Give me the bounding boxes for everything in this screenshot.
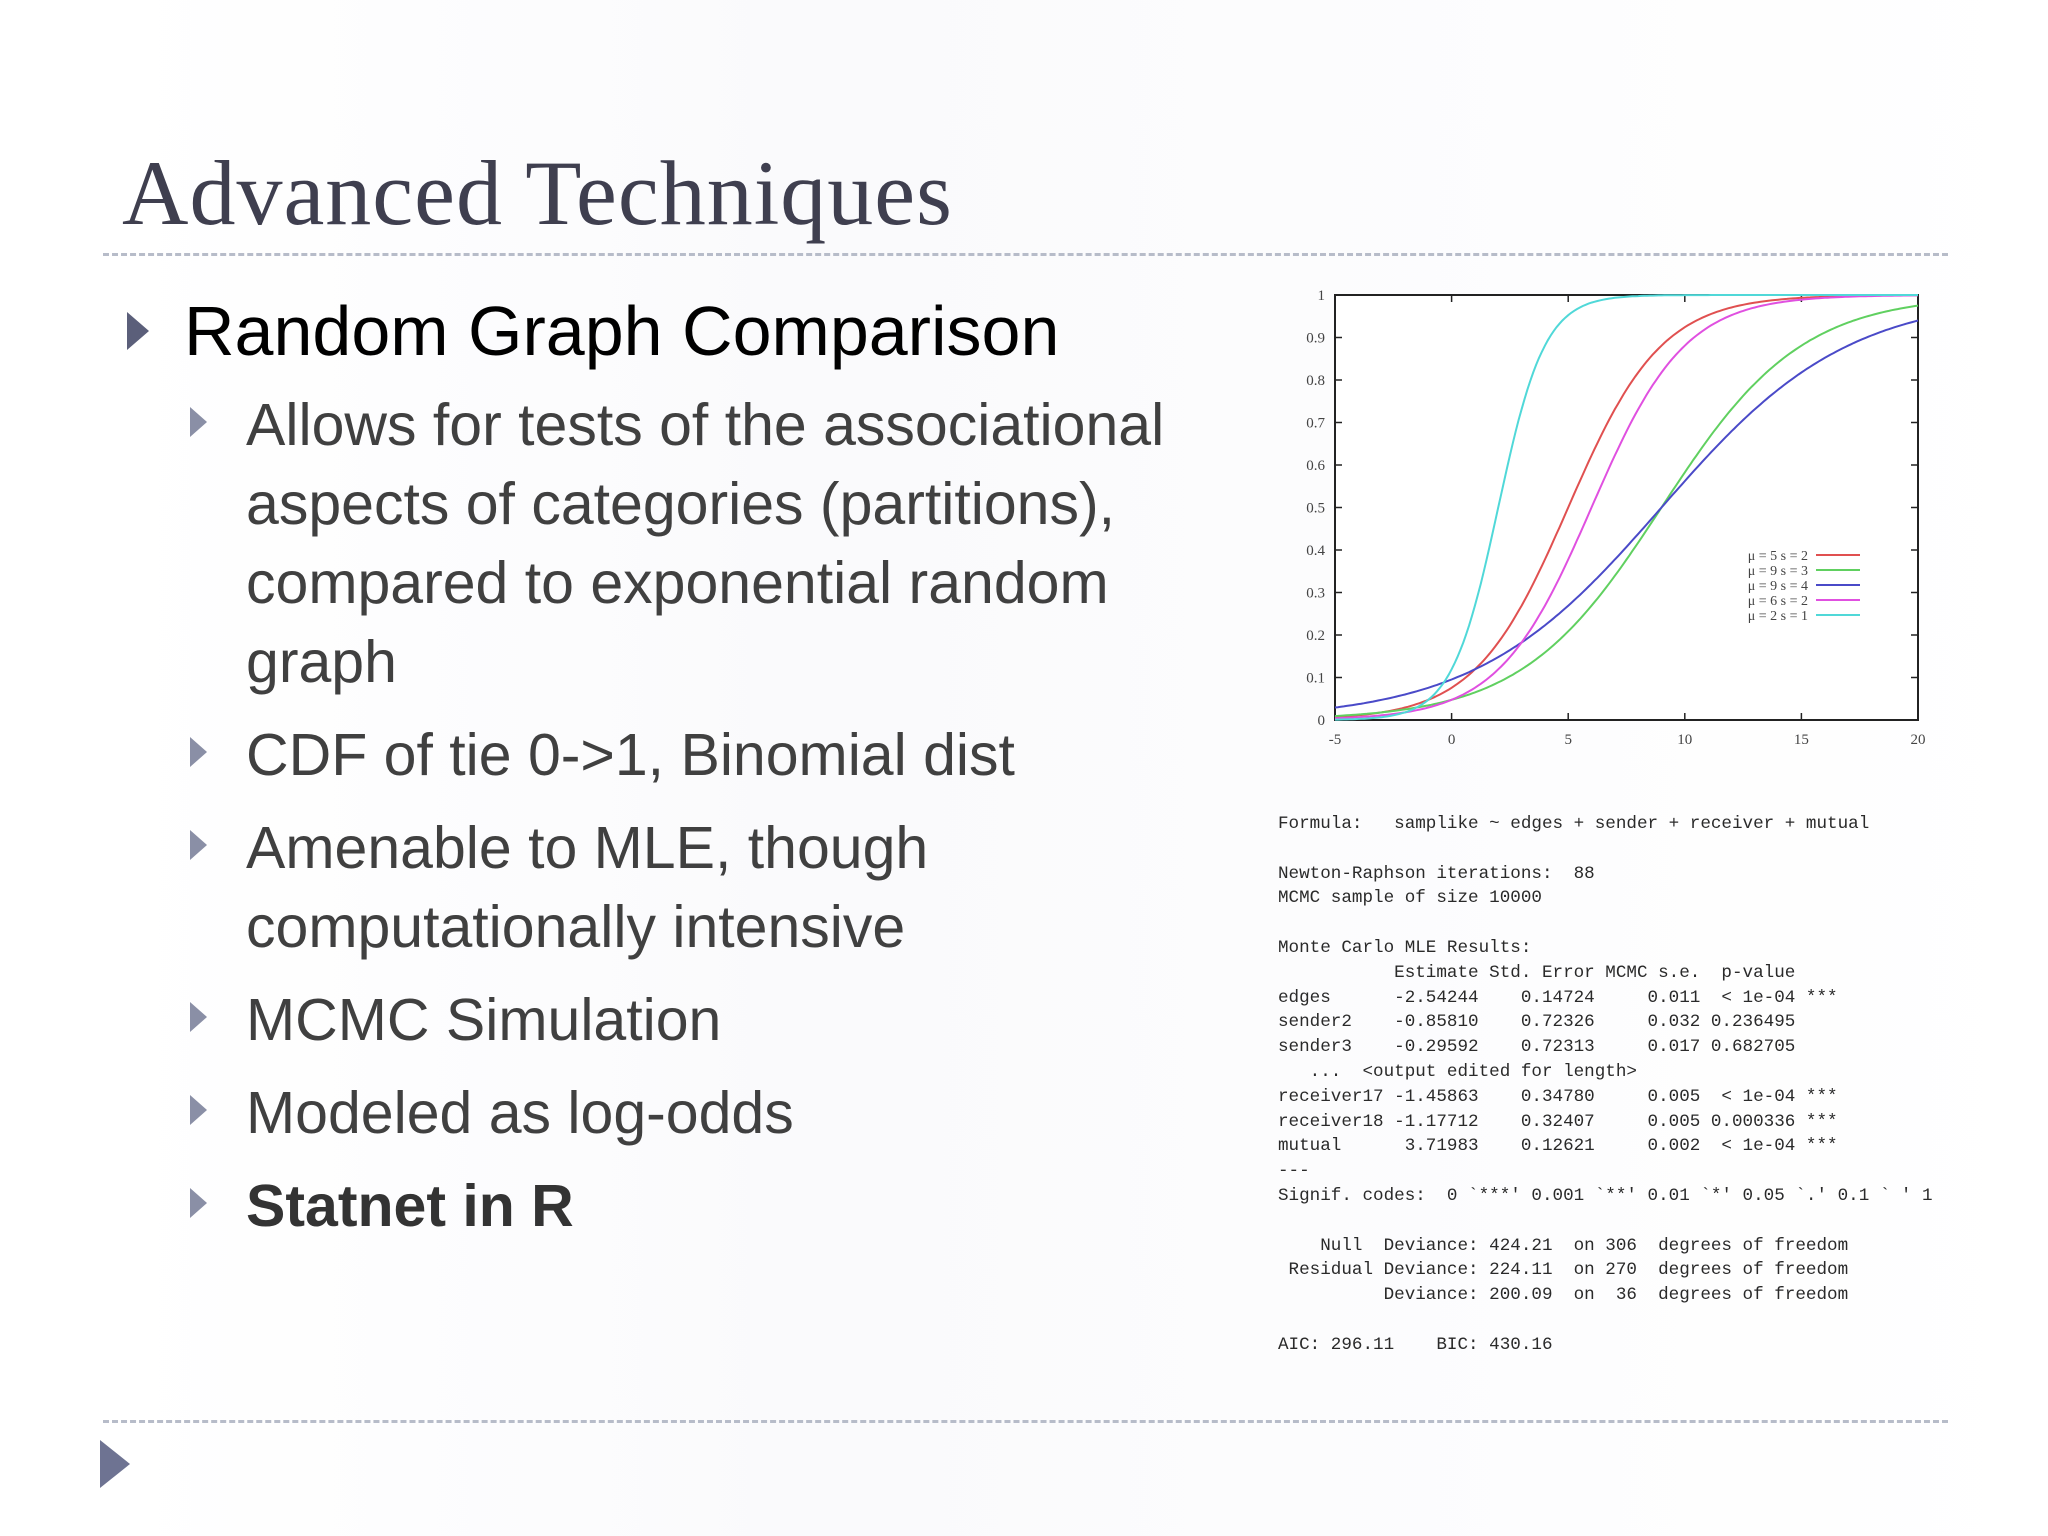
sub-bullet-text: Modeled as log-odds <box>246 1080 794 1146</box>
sub-bullet-list: Allows for tests of the associational as… <box>122 386 1252 1246</box>
series-line <box>1334 294 1918 720</box>
legend-label: μ = 6 s = 2 <box>1748 594 1808 609</box>
series-line <box>1334 319 1919 709</box>
output-line: Newton-Raphson iterations: 88 <box>1278 863 1595 884</box>
x-tick-label: -5 <box>1329 732 1342 748</box>
output-line: sender3 -0.29592 0.72313 0.017 0.682705 <box>1278 1037 1796 1058</box>
sub-bullet-arrow-icon <box>190 1188 207 1218</box>
sub-bullet: Allows for tests of the associational as… <box>122 386 1252 702</box>
legend-label: μ = 9 s = 4 <box>1748 579 1808 594</box>
main-bullet-text: Random Graph Comparison <box>184 292 1060 370</box>
legend-label: μ = 9 s = 3 <box>1748 564 1808 579</box>
output-line: Formula: samplike ~ edges + sender + rec… <box>1278 814 1870 834</box>
output-line: receiver17 -1.45863 0.34780 0.005 < 1e-0… <box>1278 1086 1838 1107</box>
output-line <box>1278 1209 1938 1234</box>
bullet-list: Random Graph Comparison Allows for tests… <box>122 290 1242 1246</box>
slide-title: Advanced Techniques <box>122 142 953 244</box>
output-line: Null Deviance: 424.21 on 306 degrees of … <box>1278 1235 1849 1256</box>
y-tick-label: 0.3 <box>1306 586 1325 602</box>
sub-bullet: MCMC Simulation <box>122 981 1252 1060</box>
output-line: AIC: 296.11 BIC: 430.16 <box>1278 1334 1553 1355</box>
y-tick-label: 0.5 <box>1306 501 1325 517</box>
sub-bullet-arrow-icon <box>190 1002 207 1032</box>
x-tick-label: 15 <box>1794 732 1809 748</box>
sub-bullet-text: CDF of tie 0->1, Binomial dist <box>246 722 1015 788</box>
output-line: Monte Carlo MLE Results: <box>1278 937 1532 958</box>
output-line: MCMC sample of size 10000 <box>1278 888 1542 909</box>
series-line <box>1334 304 1919 717</box>
y-tick-label: 0.1 <box>1306 671 1325 687</box>
sub-bullet-text: Amenable to MLE, though computationally … <box>246 815 929 960</box>
output-line: Signif. codes: 0 `***' 0.001 `**' 0.01 `… <box>1278 1185 1933 1206</box>
y-tick-label: 0.7 <box>1306 416 1325 432</box>
sub-bullet-arrow-icon <box>190 830 207 860</box>
legend-label: μ = 5 s = 2 <box>1748 549 1808 564</box>
output-line: Residual Deviance: 224.11 on 270 degrees… <box>1278 1260 1849 1281</box>
y-tick-label: 0 <box>1318 713 1326 729</box>
y-tick-label: 0.4 <box>1306 543 1325 559</box>
sub-bullet-arrow-icon <box>190 737 207 767</box>
output-line: sender2 -0.85810 0.72326 0.032 0.236495 <box>1278 1012 1796 1033</box>
sub-bullet-text: Statnet in R <box>246 1173 574 1239</box>
bottom-divider <box>103 1420 1948 1423</box>
series-line <box>1334 294 1919 719</box>
output-line: receiver18 -1.17712 0.32407 0.005 0.0003… <box>1278 1111 1838 1132</box>
sub-bullet-text: MCMC Simulation <box>246 987 722 1053</box>
r-model-output: Formula: samplike ~ edges + sender + rec… <box>1278 812 1938 1358</box>
y-tick-label: 1 <box>1318 288 1326 304</box>
sub-bullet-text: Allows for tests of the associational as… <box>246 392 1165 695</box>
sub-bullet: Modeled as log-odds <box>122 1074 1252 1153</box>
y-tick-label: 0.2 <box>1306 628 1325 644</box>
sub-bullet-arrow-icon <box>190 407 207 437</box>
x-tick-label: 0 <box>1448 732 1456 748</box>
top-divider <box>103 253 1948 256</box>
main-bullet: Random Graph Comparison <box>122 290 1242 372</box>
output-line: Deviance: 200.09 on 36 degrees of freedo… <box>1278 1285 1849 1306</box>
output-line: edges -2.54244 0.14724 0.011 < 1e-04 *** <box>1278 987 1838 1008</box>
y-tick-label: 0.8 <box>1306 373 1325 389</box>
sub-bullet: CDF of tie 0->1, Binomial dist <box>122 716 1252 795</box>
series-line <box>1335 294 1918 721</box>
y-tick-label: 0.9 <box>1306 331 1325 347</box>
bullet-arrow-icon <box>127 312 149 350</box>
x-tick-label: 10 <box>1677 732 1692 748</box>
output-line <box>1278 1308 1938 1333</box>
plot-frame <box>1334 294 1919 721</box>
output-line <box>1278 911 1938 936</box>
x-tick-label: 5 <box>1564 732 1572 748</box>
legend-label: μ = 2 s = 1 <box>1748 609 1808 624</box>
y-tick-label: 0.6 <box>1306 458 1325 474</box>
sub-bullet-arrow-icon <box>190 1095 207 1125</box>
sub-bullet: Amenable to MLE, though computationally … <box>122 809 1252 967</box>
output-line: ... <output edited for length> <box>1278 1061 1637 1082</box>
output-line: Estimate Std. Error MCMC s.e. p-value <box>1278 962 1796 983</box>
output-line <box>1278 837 1938 862</box>
cdf-chart: 00.10.20.30.40.50.60.70.80.91-5 0 5 10 15 20μ… <box>1306 288 1926 748</box>
sub-bullet: Statnet in R <box>122 1167 1252 1246</box>
x-tick-label: 20 <box>1911 732 1926 748</box>
next-slide-arrow-icon[interactable] <box>100 1440 130 1488</box>
output-line: --- <box>1278 1161 1310 1182</box>
output-line: mutual 3.71983 0.12621 0.002 < 1e-04 *** <box>1278 1136 1838 1157</box>
